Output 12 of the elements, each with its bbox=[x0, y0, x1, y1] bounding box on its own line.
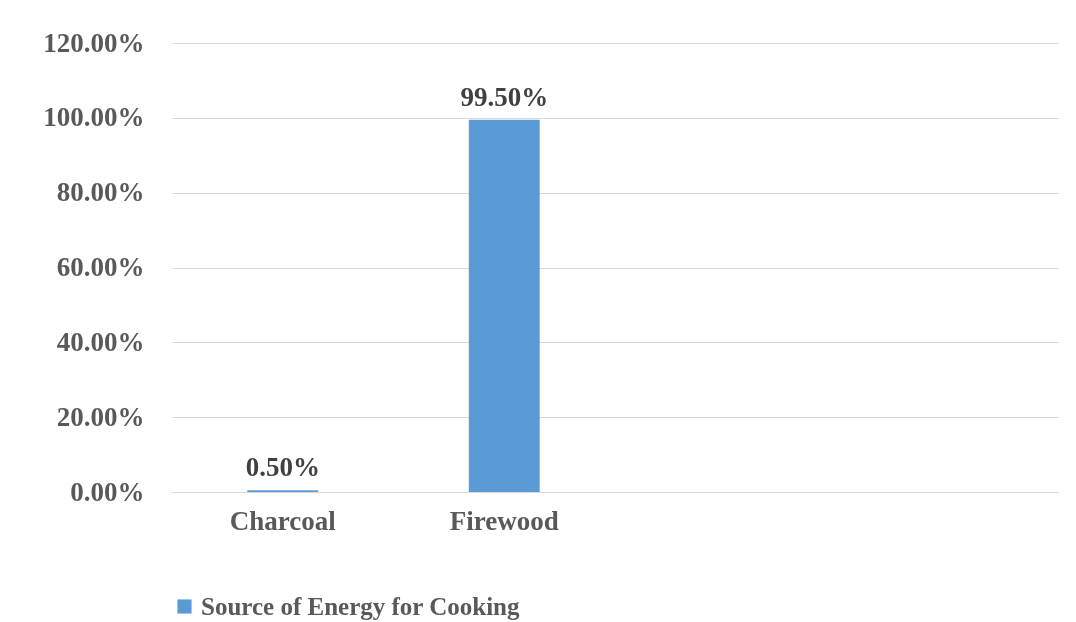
y-tick-label: 40.00% bbox=[56, 326, 145, 357]
y-tick-label: 120.00% bbox=[43, 27, 145, 58]
y-tick-label: 20.00% bbox=[56, 401, 145, 432]
y-tick-label: 100.00% bbox=[43, 102, 145, 133]
data-label: 99.50% bbox=[460, 81, 549, 112]
x-tick-label: Charcoal bbox=[229, 505, 337, 536]
data-label: 0.50% bbox=[245, 452, 320, 483]
y-tick-label: 0.00% bbox=[70, 476, 145, 507]
y-tick-label: 80.00% bbox=[56, 177, 145, 208]
legend-label: Source of Energy for Cooking bbox=[201, 592, 521, 620]
y-tick-label: 60.00% bbox=[56, 252, 145, 282]
x-tick-label: Firewood bbox=[449, 505, 559, 536]
